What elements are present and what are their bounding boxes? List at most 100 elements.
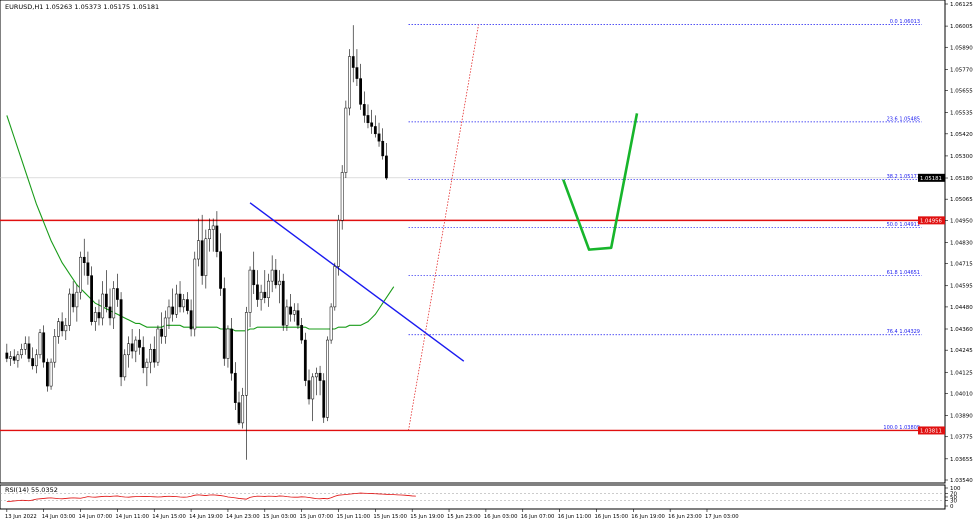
candle-body xyxy=(45,361,49,387)
candle-body xyxy=(49,361,53,387)
candle-body xyxy=(326,339,329,418)
time-tick-label: 16 Jun 11:00 xyxy=(558,514,592,520)
current-price-tag xyxy=(918,173,945,182)
candle-body xyxy=(289,306,292,315)
time-tick-label: 14 Jun 11:00 xyxy=(115,514,149,520)
candle-body xyxy=(351,56,355,68)
candle-body xyxy=(193,258,197,330)
candle-body xyxy=(385,155,388,179)
time-tick-label: 13 Jun 2022 xyxy=(5,514,37,520)
candle-body xyxy=(215,225,219,252)
time-tick-label: 15 Jun 15:00 xyxy=(373,514,407,520)
candle-body xyxy=(90,275,93,322)
time-tick-label: 14 Jun 23:00 xyxy=(226,514,260,520)
time-tick-label: 15 Jun 07:00 xyxy=(300,514,334,520)
candle-body xyxy=(248,269,252,313)
candle-body xyxy=(241,395,245,424)
trendline xyxy=(249,202,465,362)
candle-body xyxy=(53,336,57,363)
candle-body xyxy=(189,310,193,330)
candle-body xyxy=(167,306,171,319)
candle-body xyxy=(42,332,46,363)
fib-anchor-line xyxy=(408,24,479,431)
fib-level-label: 76.4 1.04329 xyxy=(887,329,920,335)
candle-body xyxy=(57,321,60,337)
price-tick-label: 1.03775 xyxy=(950,435,973,441)
candle-body xyxy=(329,306,333,341)
fib-level-label: 0.0 1.06013 xyxy=(890,19,920,25)
candle-body xyxy=(82,256,86,263)
candle-body xyxy=(86,262,90,276)
candle-body xyxy=(9,356,12,359)
rsi-panel-frame xyxy=(0,484,946,510)
candle-body xyxy=(20,349,23,356)
candle-body xyxy=(138,339,141,348)
candle-body xyxy=(127,343,130,356)
candle-body xyxy=(116,288,119,300)
candle-body xyxy=(68,293,71,326)
price-tick-label: 1.05655 xyxy=(950,89,973,95)
candle-body xyxy=(366,115,370,124)
candle-body xyxy=(233,372,237,403)
price-tick-label: 1.05180 xyxy=(950,176,973,182)
price-tick-label: 1.04950 xyxy=(950,218,973,224)
candle-body xyxy=(16,354,20,361)
time-tick-label: 16 Jun 15:00 xyxy=(594,514,628,520)
price-tick-label: 1.04480 xyxy=(950,305,973,311)
rsi-tick-label: 0 xyxy=(950,504,954,510)
candle-body xyxy=(204,238,208,276)
candle-body xyxy=(303,339,307,381)
candle-body xyxy=(182,299,186,308)
time-tick-label: 16 Jun 03:00 xyxy=(484,514,518,520)
fib-level-label: 50.0 1.04911 xyxy=(887,222,920,228)
candle-body xyxy=(152,349,156,363)
candle-body xyxy=(145,361,149,368)
candle-body xyxy=(373,126,377,135)
level-price-tag-text: 1.03811 xyxy=(920,428,942,434)
level-price-tag xyxy=(918,216,945,225)
price-tick-label: 1.04125 xyxy=(950,370,973,376)
candle-body xyxy=(163,317,167,337)
time-tick-label: 14 Jun 19:00 xyxy=(189,514,223,520)
candle-body xyxy=(27,343,31,359)
price-tick-label: 1.05535 xyxy=(950,111,973,117)
price-tick-label: 1.04010 xyxy=(950,391,973,397)
candle-body xyxy=(337,220,340,267)
fib-level-label: 100.0 1.03809 xyxy=(883,425,920,431)
price-tick-label: 1.06005 xyxy=(950,24,973,30)
candle-body xyxy=(370,122,374,127)
candle-body xyxy=(101,293,105,319)
projection-path xyxy=(562,113,639,251)
price-tick-label: 1.04595 xyxy=(950,284,973,290)
candle-body xyxy=(278,280,281,286)
rsi-series xyxy=(6,492,416,502)
candle-body xyxy=(222,288,226,359)
candle-body xyxy=(344,107,348,173)
candle-body xyxy=(355,67,359,79)
rsi-line xyxy=(6,492,416,502)
candle-body xyxy=(71,293,75,308)
candle-body xyxy=(259,291,263,300)
candle-body xyxy=(93,312,97,322)
time-tick-label: 15 Jun 11:00 xyxy=(336,514,370,520)
time-tick-label: 16 Jun 19:00 xyxy=(631,514,665,520)
candle-body xyxy=(79,256,82,293)
symbol-header: EURUSD,H1 1.05263 1.05373 1.05175 1.0518… xyxy=(5,3,159,11)
time-axis: 13 Jun 2022 14 Jun 03:00 14 Jun 07:00 14 Ju… xyxy=(5,509,739,520)
time-tick-label: 14 Jun 07:00 xyxy=(79,514,113,520)
candle-body xyxy=(12,356,16,361)
candle-body xyxy=(174,293,178,315)
price-tick-label: 1.05300 xyxy=(950,154,973,160)
candle-body xyxy=(23,343,27,350)
fib-level-label: 38.2 1.05171 xyxy=(887,174,920,180)
overlays: 0.0 1.06013 23.6 1.05485 38.2 1.05171 50.0 … xyxy=(0,19,945,435)
candles xyxy=(5,25,388,460)
candle-body xyxy=(5,352,9,359)
candle-body xyxy=(112,288,116,319)
moving-average-line xyxy=(6,115,395,332)
candle-body xyxy=(237,402,241,424)
price-axis: 1.03540 1.03655 1.03775 1.03890 1.04010 1.041… xyxy=(945,2,973,484)
candle-body xyxy=(171,306,175,315)
